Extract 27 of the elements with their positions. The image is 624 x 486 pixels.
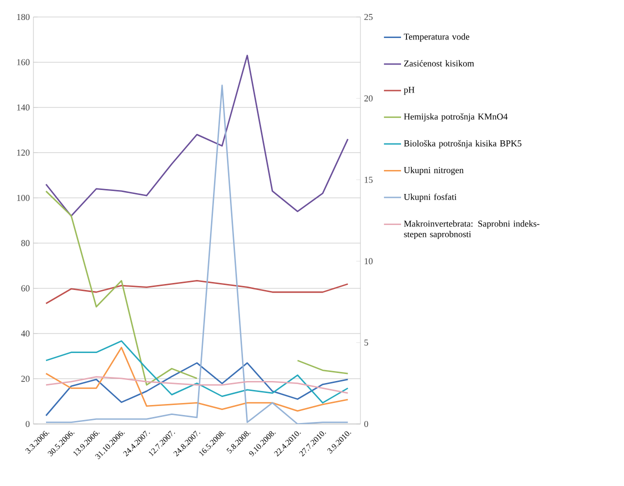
y-tick-label: 40 bbox=[21, 330, 30, 337]
legend-label: Temperatura vode bbox=[404, 33, 470, 42]
y2-tick-label: 15 bbox=[364, 176, 373, 183]
line-series bbox=[45, 54, 349, 217]
y-tick-label: 160 bbox=[17, 59, 30, 66]
legend-label: Biološka potrošnja kisika BPK5 bbox=[404, 140, 522, 148]
legend-label: Ukupni nitrogen bbox=[404, 166, 464, 176]
legend-label: Ukupni fosfati bbox=[404, 194, 457, 202]
y-tick-label: 0 bbox=[26, 420, 30, 428]
y-tick-label: 140 bbox=[17, 104, 30, 110]
legend-label: Hemijska potrošnja KMnO4 bbox=[404, 113, 508, 122]
y2-tick-label: 20 bbox=[364, 95, 373, 102]
legend-label: Zasićenost kisikom bbox=[404, 60, 474, 66]
y-tick-label: 80 bbox=[21, 240, 30, 246]
y2-tick-label: 0 bbox=[364, 420, 368, 428]
legend-label: Makroinvertebrata: Saprobni indeks-stepen saprobnosti bbox=[404, 220, 540, 240]
y-tick-label: 100 bbox=[17, 194, 30, 201]
legend-label: pH bbox=[404, 86, 414, 95]
y-tick-label: 60 bbox=[21, 285, 30, 292]
y-tick-label: 180 bbox=[17, 14, 30, 20]
line-series bbox=[45, 362, 349, 416]
y-tick-label: 20 bbox=[21, 376, 30, 382]
y-tick-label: 120 bbox=[17, 150, 30, 156]
y2-tick-label: 25 bbox=[364, 14, 373, 20]
y2-tick-label: 10 bbox=[364, 258, 373, 264]
line-series bbox=[45, 340, 349, 404]
y2-tick-label: 5 bbox=[364, 340, 368, 346]
